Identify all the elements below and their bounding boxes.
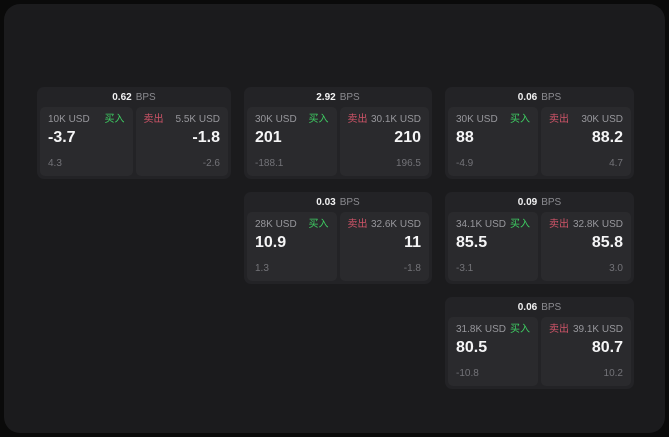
- buy-amount: 31.8K USD: [456, 324, 507, 335]
- sell-tag: 卖出: [549, 114, 569, 125]
- sell-price: 80.7: [591, 339, 623, 356]
- bps-value: 2.92: [316, 91, 336, 103]
- quote-card-1: 0.62 BPS 10K USD 买入 -3.7 4.3 卖出 5.5K USD: [37, 87, 231, 179]
- sell-tag: 卖出: [347, 114, 368, 125]
- sell-panel[interactable]: 卖出 39.1K USD 80.7 10.2: [541, 317, 631, 386]
- buy-tag: 买入: [308, 114, 329, 125]
- buy-tag: 买入: [104, 114, 125, 125]
- sell-delta: -1.8: [403, 263, 421, 274]
- app-window: 0.62 BPS 10K USD 买入 -3.7 4.3 卖出 5.5K USD: [4, 4, 665, 433]
- bps-value: 0.03: [316, 196, 336, 208]
- buy-panel[interactable]: 31.8K USD 买入 80.5 -10.8: [448, 317, 538, 386]
- buy-tag: 买入: [510, 324, 530, 335]
- buy-panel[interactable]: 28K USD 买入 10.9 1.3: [247, 212, 337, 281]
- sell-tag: 卖出: [347, 219, 368, 230]
- bps-value: 0.06: [517, 91, 538, 103]
- buy-price: -3.7: [48, 129, 76, 146]
- buy-delta: 4.3: [48, 158, 62, 169]
- card-header: 0.09 BPS: [445, 192, 634, 212]
- sell-amount: 30.1K USD: [370, 114, 421, 125]
- buy-tag: 买入: [510, 114, 530, 125]
- buy-amount: 28K USD: [255, 219, 297, 230]
- sell-tag: 卖出: [549, 219, 569, 230]
- buy-panel[interactable]: 10K USD 买入 -3.7 4.3: [40, 107, 133, 176]
- sell-delta: -2.6: [202, 158, 220, 169]
- sell-delta: 10.2: [603, 368, 623, 379]
- buy-panel[interactable]: 30K USD 买入 88 -4.9: [448, 107, 538, 176]
- sell-panel[interactable]: 卖出 30K USD 88.2 4.7: [541, 107, 631, 176]
- sell-price: 11: [404, 234, 421, 251]
- sell-price: 85.8: [591, 234, 623, 251]
- bps-value: 0.62: [112, 91, 132, 103]
- quote-card-5: 0.09 BPS 34.1K USD 买入 85.5 -3.1 卖出 32.8K…: [445, 192, 634, 284]
- buy-panel[interactable]: 30K USD 买入 201 -188.1: [247, 107, 337, 176]
- buy-panel[interactable]: 34.1K USD 买入 85.5 -3.1: [448, 212, 538, 281]
- quote-panels: 30K USD 买入 201 -188.1 卖出 30.1K USD 210 1…: [244, 107, 432, 179]
- bps-unit-label: BPS: [541, 301, 562, 313]
- buy-delta: -188.1: [255, 158, 284, 169]
- quote-card-6: 0.06 BPS 31.8K USD 买入 80.5 -10.8 卖出 39.1…: [445, 297, 634, 389]
- sell-amount: 39.1K USD: [572, 324, 623, 335]
- quote-card-3: 0.06 BPS 30K USD 买入 88 -4.9 卖出 30K USD: [445, 87, 634, 179]
- card-header: 2.92 BPS: [244, 87, 432, 107]
- buy-delta: -10.8: [456, 368, 479, 379]
- bps-unit-label: BPS: [541, 91, 562, 103]
- buy-amount: 34.1K USD: [456, 219, 507, 230]
- bps-unit-label: BPS: [339, 91, 360, 103]
- quote-panels: 31.8K USD 买入 80.5 -10.8 卖出 39.1K USD 80.…: [445, 317, 634, 389]
- quote-panels: 28K USD 买入 10.9 1.3 卖出 32.6K USD 11 -1.8: [244, 212, 432, 284]
- buy-tag: 买入: [308, 219, 329, 230]
- bps-unit-label: BPS: [541, 196, 562, 208]
- buy-amount: 30K USD: [456, 114, 498, 125]
- quote-panels: 30K USD 买入 88 -4.9 卖出 30K USD 88.2 4.7: [445, 107, 634, 179]
- sell-price: 210: [394, 129, 421, 146]
- buy-amount: 30K USD: [255, 114, 297, 125]
- card-header: 0.06 BPS: [445, 297, 634, 317]
- bps-value: 0.09: [517, 196, 538, 208]
- bps-value: 0.06: [517, 301, 538, 313]
- sell-amount: 30K USD: [581, 114, 623, 125]
- sell-delta: 3.0: [609, 263, 623, 274]
- buy-price: 85.5: [456, 234, 488, 251]
- card-header: 0.06 BPS: [445, 87, 634, 107]
- sell-panel[interactable]: 卖出 30.1K USD 210 196.5: [339, 107, 429, 176]
- quote-card-2: 2.92 BPS 30K USD 买入 201 -188.1 卖出 30.1K …: [244, 87, 432, 179]
- sell-tag: 卖出: [549, 324, 569, 335]
- buy-amount: 10K USD: [48, 114, 90, 125]
- buy-price: 80.5: [456, 339, 488, 356]
- card-header: 0.03 BPS: [244, 192, 432, 212]
- buy-delta: -3.1: [456, 263, 474, 274]
- bps-unit-label: BPS: [339, 196, 360, 208]
- sell-amount: 32.8K USD: [572, 219, 623, 230]
- card-header: 0.62 BPS: [37, 87, 231, 107]
- bps-unit-label: BPS: [135, 91, 156, 103]
- buy-price: 201: [255, 129, 282, 146]
- buy-price: 88: [456, 129, 474, 146]
- sell-amount: 32.6K USD: [370, 219, 421, 230]
- quote-panels: 10K USD 买入 -3.7 4.3 卖出 5.5K USD -1.8 -2.…: [37, 107, 231, 179]
- sell-delta: 4.7: [609, 158, 623, 169]
- sell-panel[interactable]: 卖出 5.5K USD -1.8 -2.6: [135, 107, 228, 176]
- buy-delta: -4.9: [456, 158, 474, 169]
- sell-price: -1.8: [192, 129, 220, 146]
- sell-delta: 196.5: [395, 158, 421, 169]
- sell-panel[interactable]: 卖出 32.6K USD 11 -1.8: [339, 212, 429, 281]
- sell-tag: 卖出: [143, 114, 164, 125]
- buy-tag: 买入: [510, 219, 530, 230]
- sell-price: 88.2: [591, 129, 623, 146]
- sell-panel[interactable]: 卖出 32.8K USD 85.8 3.0: [541, 212, 631, 281]
- quote-grid: 0.62 BPS 10K USD 买入 -3.7 4.3 卖出 5.5K USD: [37, 87, 634, 389]
- sell-amount: 5.5K USD: [175, 114, 220, 125]
- quote-card-4: 0.03 BPS 28K USD 买入 10.9 1.3 卖出 32.6K US…: [244, 192, 432, 284]
- buy-price: 10.9: [255, 234, 287, 251]
- quote-panels: 34.1K USD 买入 85.5 -3.1 卖出 32.8K USD 85.8…: [445, 212, 634, 284]
- buy-delta: 1.3: [255, 263, 269, 274]
